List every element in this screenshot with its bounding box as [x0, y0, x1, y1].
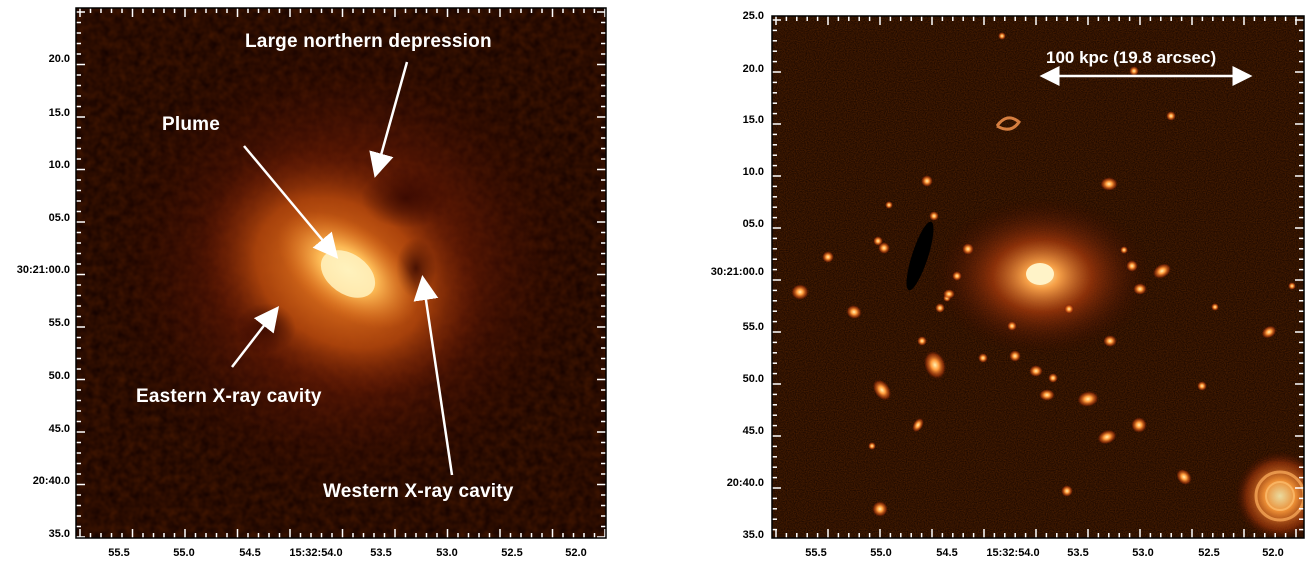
arrow-northern-depression: [369, 61, 409, 178]
x-tick-label: 52.0: [565, 547, 587, 559]
label-plume: Plume: [162, 114, 221, 135]
arrow-eastern-cavity: [231, 306, 280, 368]
y-tick-label: 35.0: [742, 529, 764, 541]
galaxy: [998, 32, 1006, 40]
galaxy: [1048, 373, 1058, 383]
galaxy: [1064, 304, 1074, 314]
scale-bar-label: 100 kpc (19.8 arcsec): [1046, 48, 1217, 67]
galaxy: [868, 442, 876, 450]
x-tick-label: 53.5: [1067, 547, 1089, 559]
xray-image-canvas: [76, 8, 606, 538]
y-tick-label: 15.0: [742, 114, 764, 126]
galaxy: [1120, 246, 1128, 254]
x-tick-label: 54.5: [936, 547, 958, 559]
optical-image: [772, 16, 1304, 538]
galaxy: [822, 251, 834, 263]
galaxy: [1007, 321, 1017, 331]
y-tick-label: 15.0: [48, 107, 70, 119]
galaxy: [929, 211, 939, 221]
optical-image-canvas: [772, 16, 1304, 538]
label-eastern-cavity: Eastern X-ray cavity: [136, 386, 322, 407]
xray-panel: Large northern depression Plume Eastern …: [0, 0, 620, 573]
y-tick-label: 35.0: [48, 528, 70, 540]
y-tick-label: 20.0: [742, 63, 764, 75]
y-tick-label: 20.0: [48, 53, 70, 65]
galaxy: [917, 336, 927, 346]
x-tick-label: 55.5: [805, 547, 827, 559]
galaxy: [1100, 177, 1118, 191]
galaxy: [1103, 335, 1117, 347]
x-tick-label: 54.5: [239, 547, 261, 559]
galaxy: [921, 175, 933, 187]
x-tick-label: 53.0: [1132, 547, 1154, 559]
galaxy: [952, 271, 962, 281]
galaxy: [1029, 365, 1043, 377]
galaxy: [1009, 350, 1021, 362]
arrow-western-cavity: [413, 275, 454, 476]
y-tick-label: 05.0: [48, 212, 70, 224]
galaxy: [1061, 485, 1073, 497]
galaxy: [935, 303, 945, 313]
xray-frame-and-arrows: [75, 7, 607, 539]
y-tick-label: 55.0: [48, 317, 70, 329]
y-tick-label: 10.0: [48, 159, 70, 171]
galaxy: [1288, 282, 1296, 290]
y-tick-label: 45.0: [48, 423, 70, 435]
galaxy: [1133, 283, 1147, 295]
galaxy: [943, 289, 955, 299]
galaxy: [791, 284, 809, 300]
x-tick-label: 55.5: [108, 547, 130, 559]
galaxy: [872, 501, 888, 517]
y-tick-label: 10.0: [742, 166, 764, 178]
label-western-cavity: Western X-ray cavity: [323, 481, 514, 502]
y-tick-label: 55.0: [742, 321, 764, 333]
galaxy: [885, 201, 893, 209]
y-tick-label: 20:40.0: [32, 475, 70, 487]
y-tick-label: 05.0: [742, 218, 764, 230]
galaxy: [978, 353, 988, 363]
galaxy: [1166, 111, 1176, 121]
y-tick-label: 30:21:00.0: [16, 264, 70, 276]
galaxy: [1126, 260, 1138, 272]
galaxy: [1039, 389, 1055, 401]
label-large-northern-depression: Large northern depression: [245, 31, 492, 52]
arrow-plume: [243, 145, 339, 259]
x-tick-label: 55.0: [173, 547, 195, 559]
y-tick-label: 45.0: [742, 425, 764, 437]
y-tick-label: 30:21:00.0: [710, 266, 764, 278]
x-tick-label: 15:32:54.0: [289, 547, 343, 559]
galaxy: [962, 243, 974, 255]
x-tick-label: 52.5: [1198, 547, 1220, 559]
galaxy: [1197, 381, 1207, 391]
galaxy: [1131, 417, 1147, 433]
x-tick-label: 53.5: [370, 547, 392, 559]
y-tick-label: 50.0: [742, 373, 764, 385]
x-tick-label: 52.5: [501, 547, 523, 559]
x-tick-label: 52.0: [1262, 547, 1284, 559]
xray-image: [76, 8, 606, 538]
x-tick-label: 55.0: [870, 547, 892, 559]
x-tick-label: 15:32:54.0: [986, 547, 1040, 559]
y-tick-label: 50.0: [48, 370, 70, 382]
y-tick-label: 25.0: [742, 10, 764, 22]
x-tick-label: 53.0: [436, 547, 458, 559]
galaxy: [1211, 303, 1219, 311]
galaxy: [878, 242, 890, 254]
y-tick-label: 20:40.0: [726, 477, 764, 489]
